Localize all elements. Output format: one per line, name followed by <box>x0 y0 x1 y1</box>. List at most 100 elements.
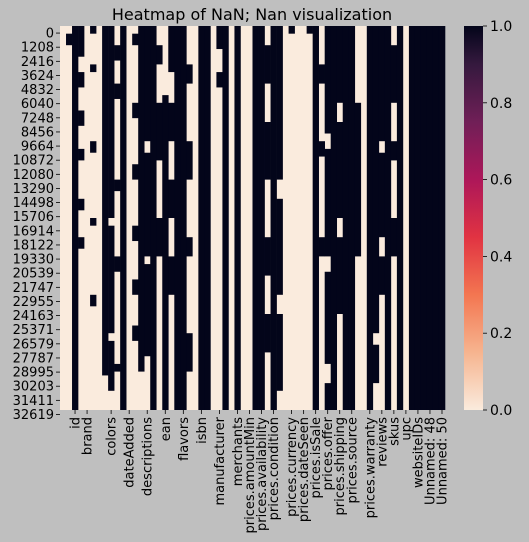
heatmap-cell <box>318 237 325 257</box>
heatmap-cell <box>306 26 313 34</box>
heatmap-cell <box>264 314 271 353</box>
heatmap-cell <box>90 26 97 34</box>
y-tick-label: 10872 <box>13 154 54 169</box>
heatmap-cell <box>276 26 283 180</box>
heatmap-cell <box>258 26 265 410</box>
colorbar-tick-label: 0.8 <box>490 96 512 112</box>
heatmap-cell <box>288 26 295 34</box>
heatmap-cell <box>78 72 85 88</box>
heatmap-cell <box>378 152 386 238</box>
heatmap-cell <box>186 64 193 84</box>
heatmap-cell <box>276 198 283 295</box>
y-axis: 0120824163624483260407248845696641087212… <box>13 27 60 423</box>
heatmap-cell <box>264 45 271 84</box>
heatmap-cell <box>396 26 404 410</box>
y-tick-label: 7248 <box>21 111 54 126</box>
y-tick-label: 21747 <box>13 281 54 296</box>
heatmap-cell <box>168 26 175 73</box>
x-tick-label: colors <box>105 417 120 456</box>
heatmap-cell <box>276 314 283 391</box>
heatmap-cell <box>156 45 163 65</box>
heatmap-cell <box>414 26 422 410</box>
heatmap-cell <box>180 26 187 410</box>
y-tick-label: 25371 <box>13 323 54 338</box>
heatmap-cell <box>390 45 398 103</box>
heatmap-cell <box>336 26 344 103</box>
x-tick-label: prices.warranty <box>363 417 378 519</box>
x-tick-label: upc <box>399 417 414 441</box>
heatmap-cell <box>102 26 109 376</box>
heatmap-cell <box>108 225 115 334</box>
y-tick-label: 12080 <box>13 168 54 183</box>
x-tick-label: descriptions <box>141 417 156 496</box>
x-tick-label: id <box>69 417 84 429</box>
heatmap-cell <box>318 64 325 84</box>
y-tick-label: 31411 <box>13 394 54 409</box>
heatmap-cell <box>90 64 97 73</box>
x-tick-label: prices.condition <box>267 417 282 520</box>
colorbar-tick-label: 0.0 <box>490 403 512 419</box>
heatmap-cell <box>264 122 271 180</box>
x-tick-label: brand <box>81 417 96 455</box>
x-tick-label: prices.isSale <box>309 417 324 498</box>
heatmap-cell <box>156 102 163 161</box>
heatmap-cell <box>78 26 85 57</box>
y-tick-label: 4832 <box>21 83 54 98</box>
y-tick-label: 3624 <box>21 69 54 84</box>
heatmap-cell <box>90 141 97 153</box>
x-tick-label: flavors <box>177 417 192 461</box>
heatmap-cell <box>324 148 332 257</box>
heatmap-cell <box>168 256 175 295</box>
heatmap-cell <box>378 26 386 142</box>
chart-title: Heatmap of NaN; Nan visualization <box>112 5 392 24</box>
heatmap-cell <box>252 26 259 410</box>
x-tick-label: prices.shipping <box>333 417 348 516</box>
heatmap-cell <box>324 26 332 134</box>
heatmap-cell <box>186 141 193 180</box>
y-tick-label: 1208 <box>21 41 54 56</box>
heatmap-cell <box>138 26 145 372</box>
heatmap-cell <box>312 26 319 410</box>
heatmap-cell <box>372 344 380 384</box>
heatmap-cell <box>204 26 211 410</box>
heatmap-cell <box>438 26 446 410</box>
x-tick-label: prices.availability <box>255 417 270 531</box>
heatmap-cell <box>234 26 241 410</box>
heatmap-cell <box>348 26 356 410</box>
heatmap-cell <box>324 383 332 410</box>
heatmap-cell <box>132 33 139 46</box>
x-tick-label: skus <box>387 417 402 446</box>
x-tick-label: prices.source <box>345 417 360 503</box>
colorbar-tick-label: 0.6 <box>490 173 512 189</box>
y-tick-label: 9664 <box>21 140 54 155</box>
y-tick-label: 16914 <box>13 224 54 239</box>
heatmap-cell <box>144 152 151 257</box>
y-tick-label: 20539 <box>13 267 54 282</box>
y-tick-label: 26579 <box>13 337 54 352</box>
heatmap-cell <box>384 26 392 410</box>
heatmap-cell <box>66 33 73 46</box>
heatmap-cell <box>132 225 139 242</box>
heatmap-cell <box>168 179 175 218</box>
x-tick-label: manufacturer <box>213 416 228 505</box>
heatmap-cell <box>432 26 440 410</box>
heatmap-cell <box>78 148 85 161</box>
heatmap-cell <box>390 141 398 161</box>
x-tick-label: dateAdded <box>123 417 138 488</box>
y-tick-label: 2416 <box>21 55 54 70</box>
heatmap-cell <box>354 102 362 257</box>
heatmap-cell <box>114 179 121 192</box>
heatmap-cell <box>174 26 181 410</box>
heatmap-cell <box>78 198 85 211</box>
y-tick-label: 22955 <box>13 295 54 310</box>
y-tick-label: 19330 <box>13 253 54 268</box>
heatmap-cell <box>132 164 139 180</box>
heatmap-cell <box>90 218 97 226</box>
heatmap-cell <box>108 26 115 218</box>
heatmap-cell <box>336 122 344 218</box>
heatmap-cell <box>372 26 380 334</box>
heatmap-cell <box>198 26 205 410</box>
heatmap-cell <box>132 102 139 119</box>
y-tick-label: 30203 <box>13 380 54 395</box>
y-tick-label: 15706 <box>13 210 54 225</box>
